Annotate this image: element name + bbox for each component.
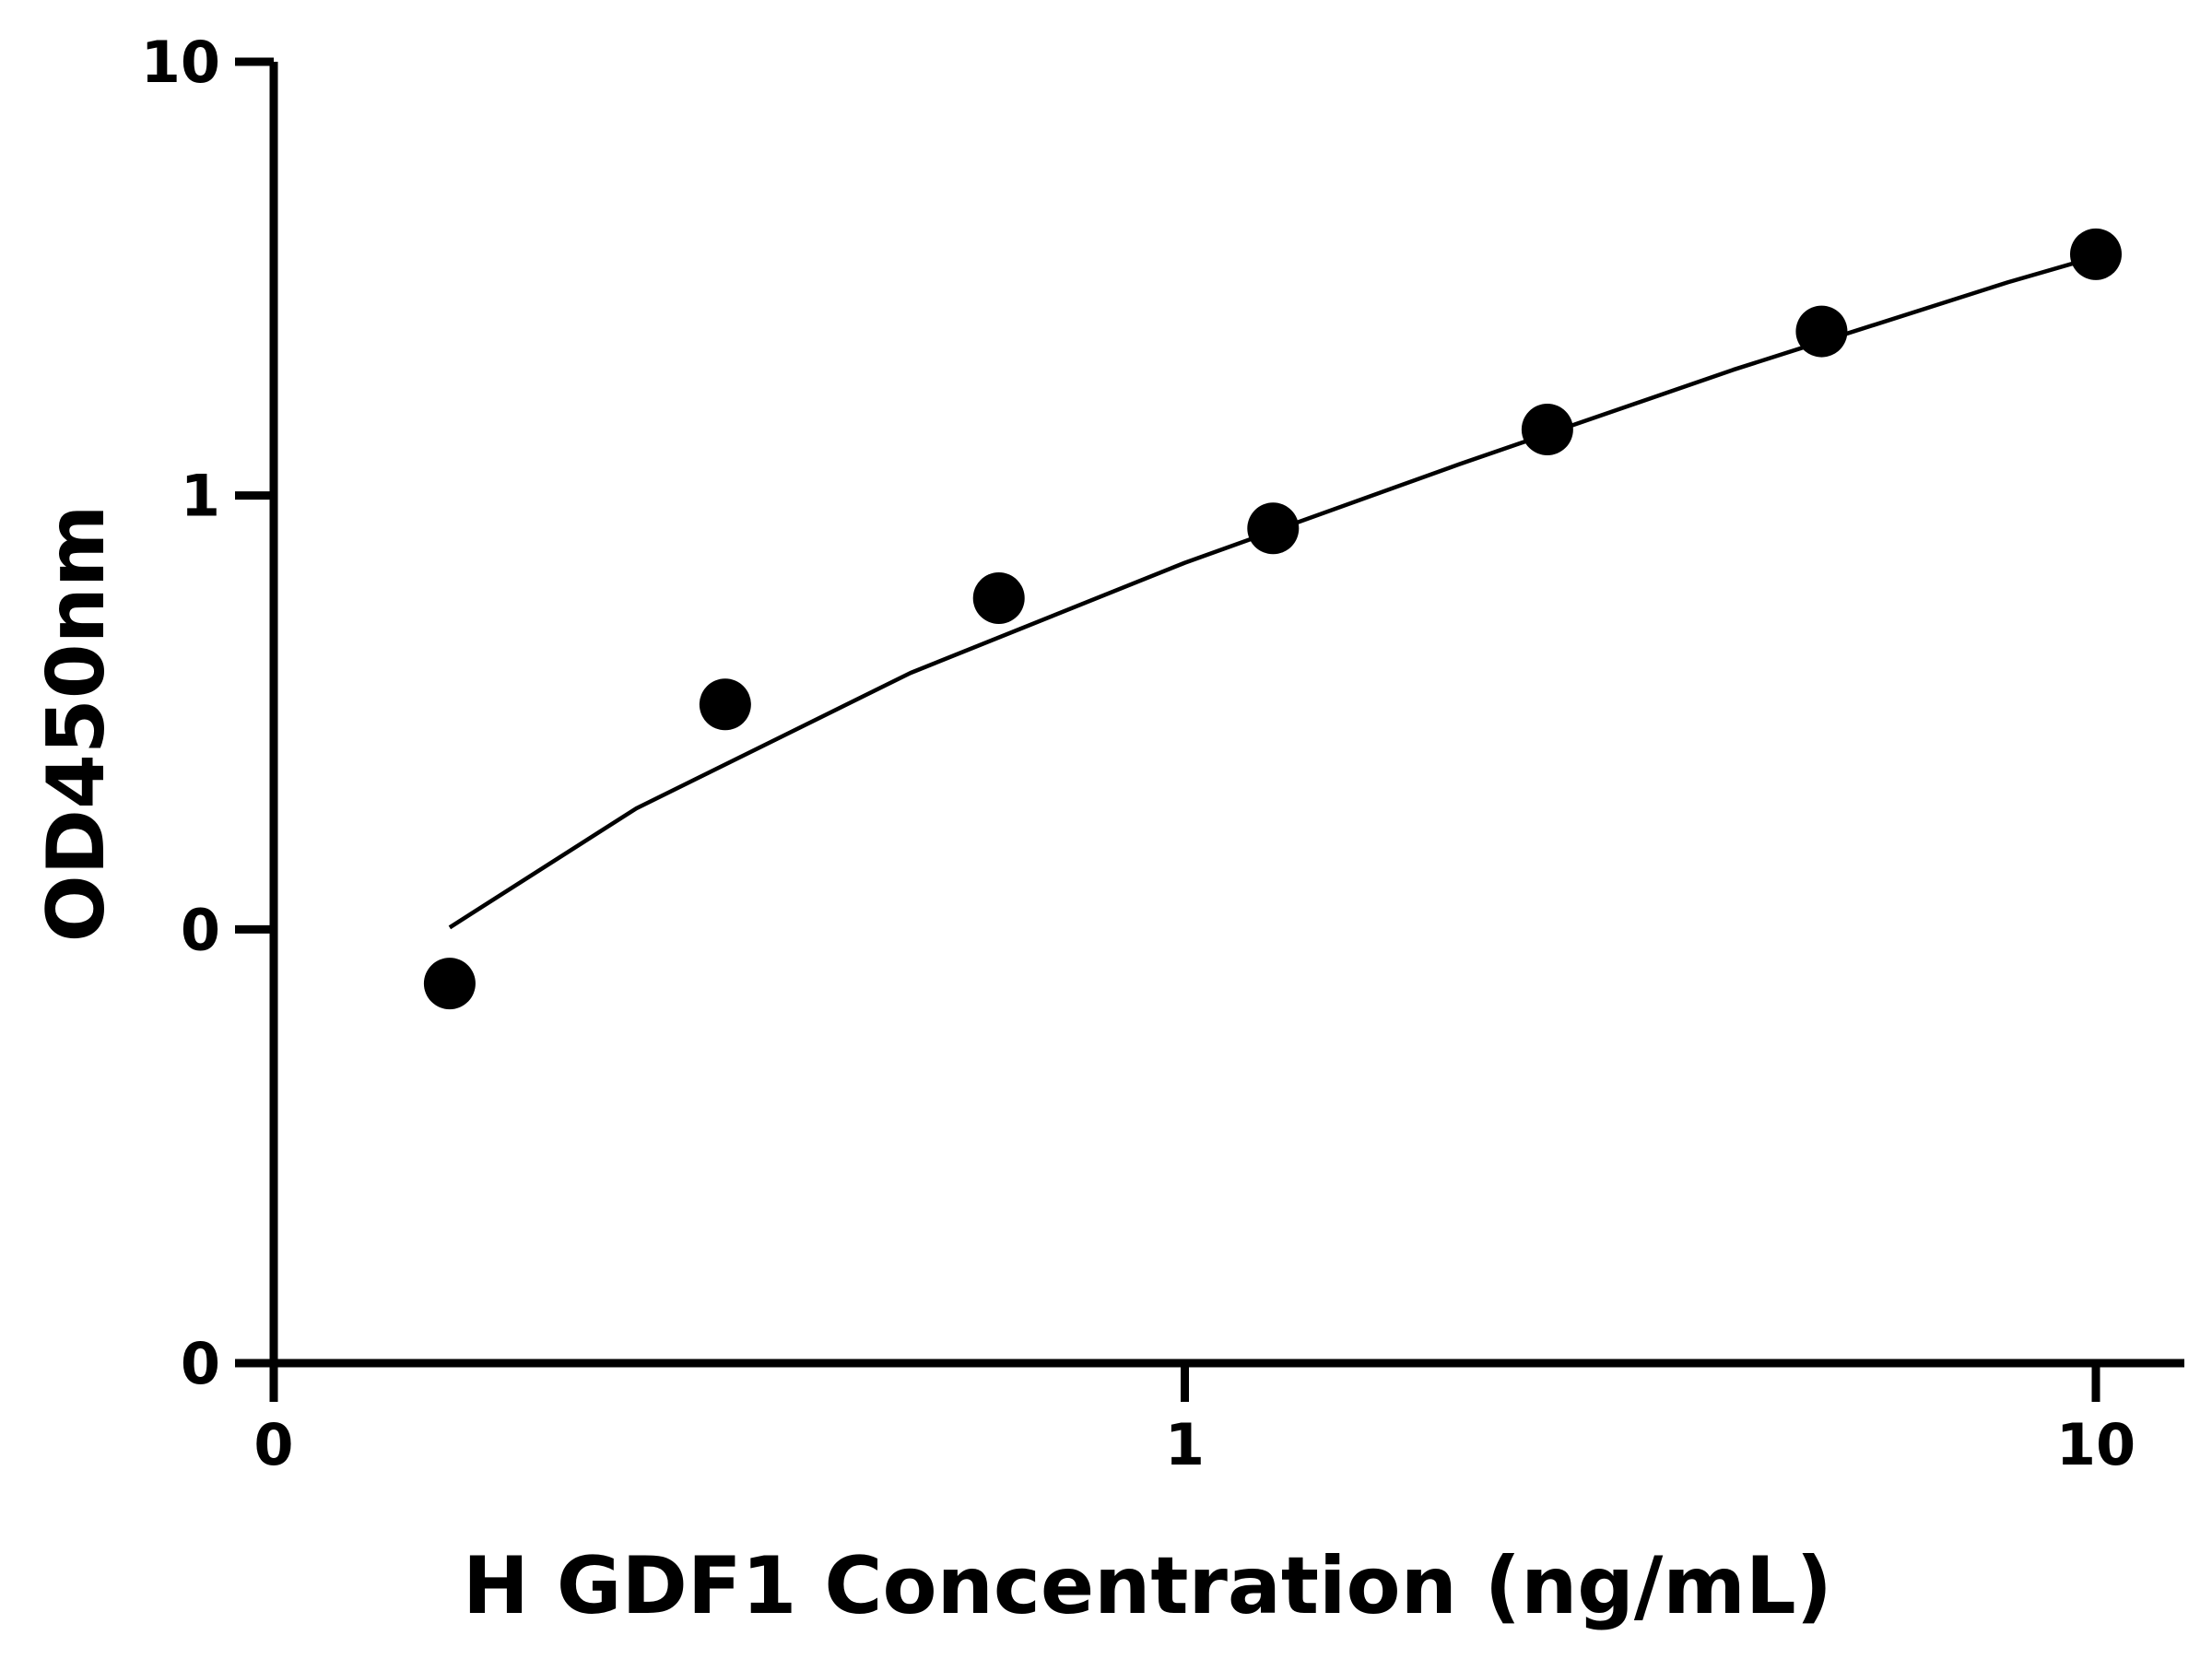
data-point	[423, 958, 476, 1010]
fit-curve-group	[448, 254, 2097, 930]
data-point	[2070, 228, 2122, 280]
y-tick-label: 0	[181, 896, 220, 963]
data-point	[972, 572, 1025, 625]
x-axis-title: H GDF1 Concentration (ng/mL)	[463, 1540, 1832, 1632]
fit-curve	[448, 254, 2097, 930]
data-point	[699, 678, 751, 731]
y-tick-label: 10	[141, 29, 220, 96]
y-axis-ticks: 0 0 1 10	[141, 29, 274, 1397]
data-point	[1521, 403, 1573, 455]
y-axis-title: OD450nm	[30, 505, 123, 943]
x-axis-ticks: 0 1 10	[253, 1363, 2136, 1478]
y-tick-label: 1	[181, 463, 220, 530]
x-tick-label: 0	[253, 1411, 293, 1478]
y-tick-label: 0	[181, 1330, 220, 1397]
data-point	[1247, 502, 1300, 555]
x-tick-label: 10	[2056, 1411, 2136, 1478]
x-tick-label: 1	[1165, 1411, 1205, 1478]
data-point	[1795, 305, 1848, 358]
data-points-group	[423, 228, 2122, 1010]
axes	[269, 62, 2184, 1368]
